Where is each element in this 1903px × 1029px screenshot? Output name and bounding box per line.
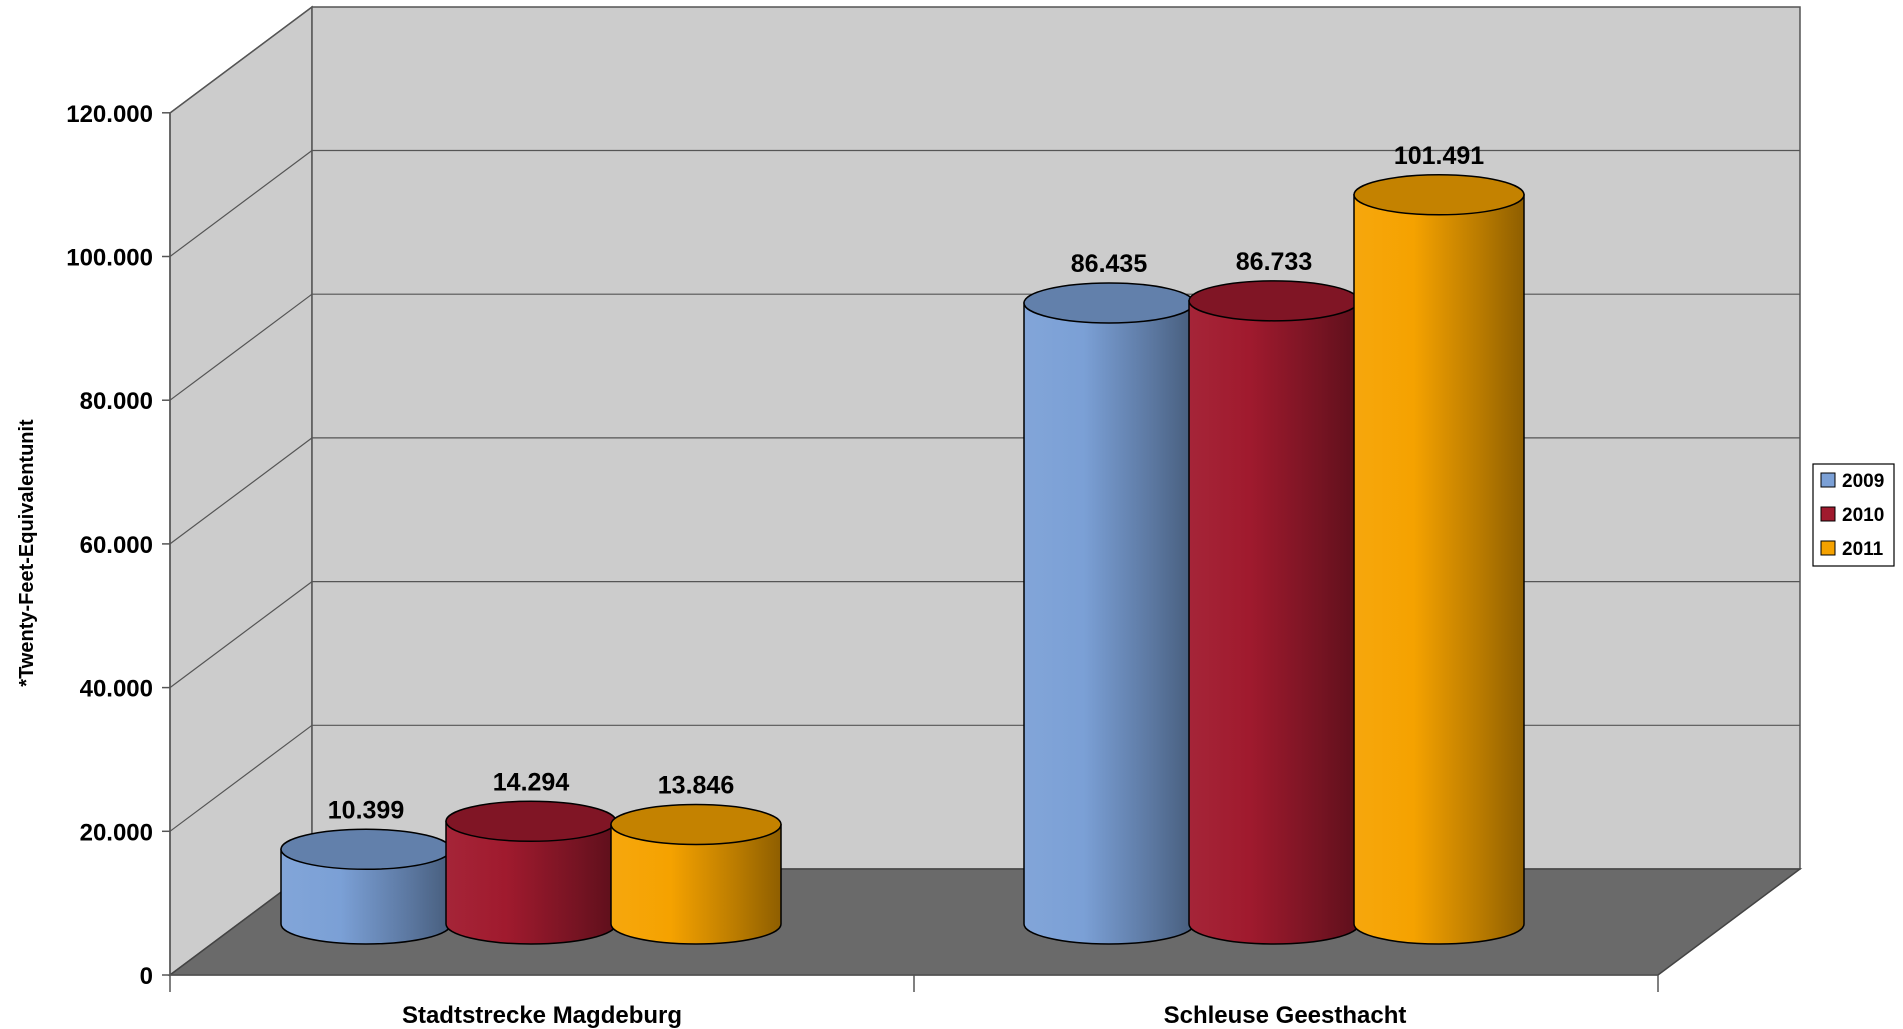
bar-top — [445, 800, 617, 843]
legend: 2009 2010 2011 — [1812, 463, 1895, 567]
bar-top — [1353, 174, 1525, 216]
y-tick-label: 120.000 — [66, 101, 153, 128]
legend-swatch — [1820, 472, 1836, 488]
gridline-diagonal — [169, 293, 313, 401]
bar-body — [1188, 300, 1360, 945]
bars — [280, 174, 1525, 945]
y-tick-labels: 0 20.000 40.000 60.000 80.000 100.000 120.000 — [66, 101, 153, 990]
legend-label: 2009 — [1842, 471, 1884, 492]
category-labels: Stadtstrecke Magdeburg Schleuse Geesthach… — [402, 1002, 1406, 1029]
bar-body — [445, 820, 617, 945]
bar-body — [280, 848, 452, 945]
bar-2011 — [610, 803, 782, 945]
bar-2010 — [1188, 280, 1360, 945]
y-tick-label: 60.000 — [80, 532, 153, 559]
data-label: 13.846 — [658, 772, 734, 800]
y-tick-label: 0 — [140, 963, 153, 990]
bar-2009 — [280, 828, 452, 945]
y-tick-label: 20.000 — [80, 819, 153, 846]
x-tick-label: Schleuse Geesthacht — [1164, 1002, 1407, 1029]
y-axis-label: *Twenty-Feet-Equivalentunit — [16, 419, 38, 687]
gridline-diagonal — [169, 581, 313, 689]
y-tick-label: 80.000 — [80, 388, 153, 415]
data-label: 86.435 — [1071, 250, 1148, 278]
bar-body — [1023, 302, 1195, 945]
gridline-diagonal — [169, 437, 313, 545]
bar-body — [610, 823, 782, 945]
legend-swatch — [1820, 540, 1836, 556]
gridline-diagonal — [169, 724, 313, 832]
axis-ticks — [162, 112, 1659, 992]
bar-2011 — [1353, 174, 1525, 945]
data-label: 86.733 — [1236, 248, 1312, 276]
bar-top — [1023, 282, 1195, 324]
gridline-diagonal — [169, 150, 313, 257]
bar-top — [280, 828, 452, 871]
bar-top — [610, 803, 782, 846]
bar-top — [1188, 280, 1360, 322]
data-label: 10.399 — [328, 796, 404, 824]
y-tick-label: 40.000 — [80, 676, 153, 703]
legend-label: 2011 — [1842, 539, 1884, 560]
x-tick-label: Stadtstrecke Magdeburg — [402, 1002, 682, 1029]
bar-body — [1353, 194, 1525, 945]
gridline-diagonal — [169, 6, 313, 114]
bar-2009 — [1023, 282, 1195, 945]
legend-label: 2010 — [1842, 505, 1884, 526]
data-label: 101.491 — [1394, 142, 1484, 170]
data-labels: 10.399 14.294 13.846 86.435 86.733 101.491 — [328, 142, 1485, 824]
data-label: 14.294 — [493, 768, 570, 796]
legend-swatch — [1820, 506, 1836, 522]
y-tick-label: 100.000 — [66, 245, 153, 272]
bar-2010 — [445, 800, 617, 945]
